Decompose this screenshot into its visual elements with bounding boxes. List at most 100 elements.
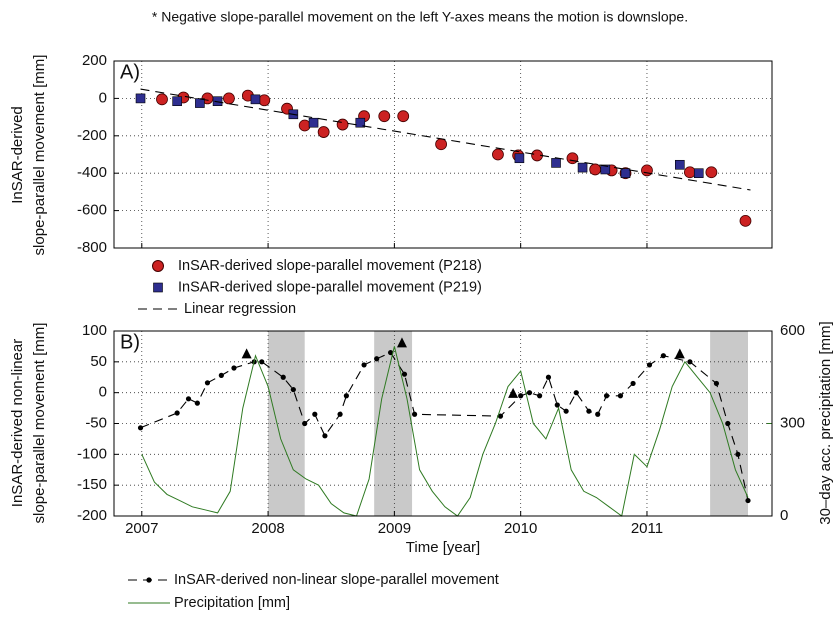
point bbox=[401, 371, 408, 377]
point bbox=[684, 166, 696, 179]
point bbox=[435, 138, 448, 151]
point bbox=[298, 119, 311, 132]
y2-tick-label: 0 bbox=[780, 507, 788, 524]
peak-marker bbox=[674, 348, 685, 359]
x-tick-label: 2009 bbox=[378, 520, 411, 537]
x-tick-label: 2008 bbox=[251, 520, 284, 537]
legend-label: InSAR-derived slope-parallel movement (P… bbox=[178, 258, 482, 274]
point bbox=[137, 425, 144, 431]
point bbox=[317, 126, 330, 138]
peak-marker bbox=[396, 337, 407, 348]
point bbox=[290, 386, 296, 393]
legend-label: InSAR-derived slope-parallel movement (P… bbox=[178, 279, 482, 295]
point bbox=[355, 117, 366, 128]
y-axis-label: slope-parallel movement [mm] bbox=[31, 323, 48, 524]
point bbox=[397, 110, 410, 123]
y2-tick-label: 300 bbox=[780, 414, 805, 431]
point bbox=[725, 420, 731, 427]
point bbox=[343, 393, 349, 399]
point bbox=[250, 94, 261, 105]
legend-marker bbox=[146, 577, 152, 583]
peak-marker bbox=[508, 387, 519, 398]
y-tick-label: 200 bbox=[82, 52, 107, 69]
panel-label: A) bbox=[120, 61, 140, 83]
legend-marker bbox=[153, 282, 163, 293]
point bbox=[411, 411, 418, 417]
point bbox=[212, 96, 223, 107]
point bbox=[705, 166, 718, 179]
point bbox=[172, 96, 182, 107]
note: * Negative slope-parallel movement on th… bbox=[152, 9, 688, 25]
shaded-period bbox=[374, 331, 413, 516]
point bbox=[135, 93, 146, 104]
y2-tick-label: 600 bbox=[780, 322, 805, 339]
point bbox=[156, 93, 168, 106]
y-tick-label: -200 bbox=[77, 127, 107, 144]
plot-frame bbox=[113, 60, 773, 249]
y-tick-label: -200 bbox=[77, 507, 107, 524]
point bbox=[687, 359, 693, 365]
point bbox=[492, 148, 504, 161]
point bbox=[537, 393, 543, 399]
point bbox=[312, 411, 318, 417]
panel-label: B) bbox=[120, 331, 140, 353]
y-axis-label: slope-parallel movement [mm] bbox=[31, 55, 48, 256]
point bbox=[361, 362, 367, 368]
y-axis-label: InSAR-derived bbox=[9, 106, 26, 204]
y-tick-label: -800 bbox=[77, 239, 107, 256]
point bbox=[302, 420, 308, 427]
y-tick-label: -150 bbox=[77, 476, 107, 493]
legend-marker bbox=[152, 260, 164, 272]
y-tick-label: -50 bbox=[85, 414, 107, 431]
point bbox=[735, 451, 741, 457]
point bbox=[745, 497, 751, 504]
point bbox=[518, 393, 524, 399]
point bbox=[551, 158, 561, 168]
point bbox=[514, 153, 525, 164]
point bbox=[336, 118, 349, 131]
point bbox=[231, 365, 237, 371]
plot-area bbox=[114, 61, 772, 248]
point bbox=[194, 400, 200, 406]
y-tick-label: 0 bbox=[99, 384, 107, 401]
point bbox=[641, 164, 653, 177]
point bbox=[675, 159, 685, 170]
point bbox=[646, 362, 653, 368]
point bbox=[563, 408, 569, 414]
point bbox=[223, 92, 235, 105]
point bbox=[545, 374, 552, 380]
x-tick-label: 2010 bbox=[504, 520, 537, 537]
point bbox=[280, 374, 286, 380]
point bbox=[497, 413, 504, 419]
y-tick-label: -100 bbox=[77, 445, 107, 462]
point bbox=[739, 214, 752, 227]
point bbox=[600, 164, 611, 175]
y-tick-label: 100 bbox=[82, 322, 107, 339]
point bbox=[174, 410, 180, 416]
point bbox=[586, 408, 592, 414]
point bbox=[185, 396, 192, 402]
point bbox=[374, 356, 380, 362]
point bbox=[603, 393, 610, 399]
series-line bbox=[140, 88, 751, 191]
y-tick-label: 0 bbox=[99, 89, 107, 106]
point bbox=[526, 390, 533, 396]
y-tick-label: -600 bbox=[77, 202, 107, 219]
series-line bbox=[141, 346, 749, 517]
legend-label: Linear regression bbox=[184, 301, 296, 317]
point bbox=[577, 162, 588, 173]
point bbox=[693, 168, 704, 178]
legend-label: InSAR-derived non-linear slope-parallel … bbox=[174, 572, 499, 588]
point bbox=[378, 110, 391, 123]
point bbox=[259, 359, 265, 365]
y2-axis-label: 30–day acc. precipitation [mm] bbox=[817, 321, 834, 524]
point bbox=[573, 390, 579, 396]
point bbox=[308, 117, 319, 128]
x-axis-label: Time [year] bbox=[406, 539, 480, 556]
point bbox=[566, 152, 579, 165]
point bbox=[589, 163, 602, 176]
point bbox=[218, 372, 224, 378]
legend-label: Precipitation [mm] bbox=[174, 595, 290, 611]
point bbox=[337, 411, 343, 417]
